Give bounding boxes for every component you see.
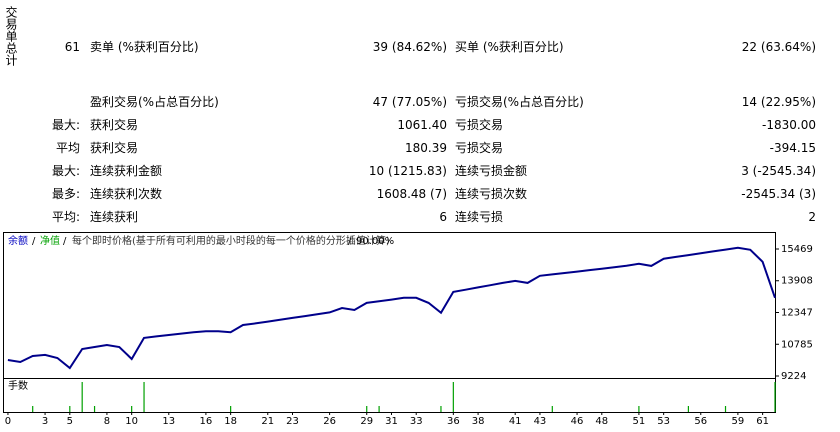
plot-frame: [3, 232, 776, 413]
y-tick-label: 9224: [781, 371, 806, 382]
x-tick-label: 0: [5, 416, 11, 427]
left-value: 39 (84.62%): [372, 40, 447, 54]
right-value: -2545.34 (3): [741, 187, 816, 201]
quality-text: 90.00%: [356, 236, 394, 247]
side-label: 交易单总计: [4, 6, 18, 66]
left-label: 获利交易: [90, 141, 139, 155]
x-tick-label: 51: [633, 416, 646, 427]
right-label: 亏损交易: [455, 141, 504, 155]
left-value: 1061.40: [397, 118, 447, 132]
y-tick-label: 10785: [781, 339, 813, 350]
row-prefix: 最大:: [51, 118, 80, 132]
left-label: 获利交易: [90, 118, 139, 132]
right-value: -394.15: [769, 141, 816, 155]
x-tick-label: 23: [286, 416, 299, 427]
right-label: 连续亏损: [455, 210, 504, 224]
y-tick-label: 12347: [781, 307, 813, 318]
x-tick-label: 29: [360, 416, 373, 427]
right-value: 3 (-2545.34): [741, 164, 816, 178]
x-tick-label: 13: [162, 416, 175, 427]
model-text: 每个即时价格(基于所有可利用的最小时段的每一个价格的分形插值计算): [72, 234, 390, 247]
x-tick-label: 8: [104, 416, 110, 427]
separator: /: [32, 236, 36, 247]
x-tick-label: 38: [472, 416, 485, 427]
right-label: 连续亏损金额: [455, 164, 528, 178]
left-label: 盈利交易(%占总百分比): [90, 95, 219, 109]
x-tick-label: 56: [694, 416, 707, 427]
left-label: 连续获利: [90, 210, 139, 224]
right-label: 连续亏损次数: [455, 187, 528, 201]
x-tick-label: 59: [732, 416, 745, 427]
right-label: 买单 (%获利百分比): [455, 40, 564, 54]
left-value: 6: [439, 210, 447, 224]
row-prefix: 最多:: [51, 187, 80, 201]
chart: 余额 / 净值 / 每个即时价格(基于所有可利用的最小时段的每一个价格的分形插值…: [3, 232, 813, 427]
left-value: 47 (77.05%): [372, 95, 447, 109]
row-prefix: 平均:: [51, 210, 80, 224]
left-label: 连续获利金额: [90, 164, 163, 178]
left-value: 1608.48 (7): [376, 187, 447, 201]
x-tick-label: 41: [509, 416, 522, 427]
x-tick-label: 5: [67, 416, 73, 427]
right-value: 2: [808, 210, 816, 224]
x-tick-label: 33: [410, 416, 423, 427]
x-tick-label: 48: [595, 416, 608, 427]
balance-line: [7, 246, 776, 370]
right-value: 14 (22.95%): [741, 95, 816, 109]
x-tick-label: 26: [323, 416, 336, 427]
x-tick-label: 16: [200, 416, 213, 427]
right-value: 22 (63.64%): [741, 40, 816, 54]
x-tick-label: 53: [657, 416, 670, 427]
volume-label: 手数: [8, 379, 28, 392]
row-prefix: 平均: [55, 141, 80, 155]
x-tick-label: 61: [756, 416, 769, 427]
y-tick-label: 15469: [781, 244, 813, 255]
left-label: 卖单 (%获利百分比): [90, 40, 199, 54]
legend-equity: 净值: [40, 234, 60, 247]
x-tick-label: 18: [224, 416, 237, 427]
x-tick-label: 31: [385, 416, 398, 427]
legend-balance: 余额: [8, 234, 28, 247]
x-tick-label: 43: [534, 416, 547, 427]
left-value: 10 (1215.83): [368, 164, 447, 178]
x-tick-label: 10: [125, 416, 138, 427]
right-label: 亏损交易: [455, 118, 504, 132]
right-value: -1830.00: [762, 118, 816, 132]
x-tick-label: 46: [571, 416, 584, 427]
x-tick-label: 36: [447, 416, 460, 427]
left-label: 连续获利次数: [90, 187, 163, 201]
separator: /: [348, 236, 352, 247]
x-tick-label: 3: [42, 416, 48, 427]
row-prefix: 最大:: [51, 164, 80, 178]
left-value: 180.39: [405, 141, 447, 155]
right-label: 亏损交易(%占总百分比): [455, 95, 584, 109]
row-prefix: 61: [64, 40, 80, 54]
x-tick-label: 21: [261, 416, 274, 427]
y-tick-label: 13908: [781, 276, 813, 287]
separator: /: [63, 236, 67, 247]
